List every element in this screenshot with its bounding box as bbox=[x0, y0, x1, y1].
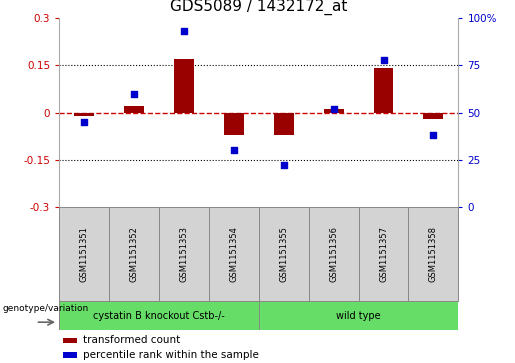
Point bbox=[130, 91, 138, 97]
Title: GDS5089 / 1432172_at: GDS5089 / 1432172_at bbox=[170, 0, 348, 15]
FancyBboxPatch shape bbox=[59, 207, 109, 301]
Text: percentile rank within the sample: percentile rank within the sample bbox=[83, 350, 259, 360]
FancyBboxPatch shape bbox=[209, 207, 259, 301]
Text: genotype/variation: genotype/variation bbox=[3, 304, 89, 313]
Text: GSM1151358: GSM1151358 bbox=[429, 226, 438, 282]
FancyBboxPatch shape bbox=[109, 207, 159, 301]
FancyBboxPatch shape bbox=[159, 207, 209, 301]
FancyBboxPatch shape bbox=[59, 301, 259, 330]
Text: GSM1151354: GSM1151354 bbox=[229, 226, 238, 282]
FancyBboxPatch shape bbox=[259, 207, 308, 301]
Point bbox=[230, 147, 238, 153]
FancyBboxPatch shape bbox=[308, 207, 358, 301]
Text: GSM1151353: GSM1151353 bbox=[179, 226, 188, 282]
Bar bbox=[224, 113, 244, 135]
Bar bbox=[373, 69, 393, 113]
Bar bbox=[323, 109, 344, 113]
Bar bbox=[423, 113, 443, 119]
Bar bbox=[63, 352, 77, 358]
Text: GSM1151352: GSM1151352 bbox=[130, 226, 139, 282]
Point bbox=[180, 28, 188, 34]
Bar bbox=[74, 113, 94, 116]
Text: GSM1151355: GSM1151355 bbox=[279, 226, 288, 282]
Point bbox=[280, 163, 288, 168]
Bar bbox=[274, 113, 294, 135]
Text: GSM1151356: GSM1151356 bbox=[329, 226, 338, 282]
Bar bbox=[174, 59, 194, 113]
Text: GSM1151351: GSM1151351 bbox=[80, 226, 89, 282]
Text: GSM1151357: GSM1151357 bbox=[379, 226, 388, 282]
FancyBboxPatch shape bbox=[408, 207, 458, 301]
Point bbox=[80, 119, 88, 125]
Text: transformed count: transformed count bbox=[83, 335, 180, 346]
Point bbox=[330, 106, 338, 112]
Point bbox=[380, 57, 388, 62]
FancyBboxPatch shape bbox=[358, 207, 408, 301]
Bar bbox=[124, 106, 144, 113]
Text: cystatin B knockout Cstb-/-: cystatin B knockout Cstb-/- bbox=[93, 311, 225, 321]
Bar bbox=[63, 338, 77, 343]
FancyBboxPatch shape bbox=[259, 301, 458, 330]
Point bbox=[430, 132, 438, 138]
Text: wild type: wild type bbox=[336, 311, 381, 321]
